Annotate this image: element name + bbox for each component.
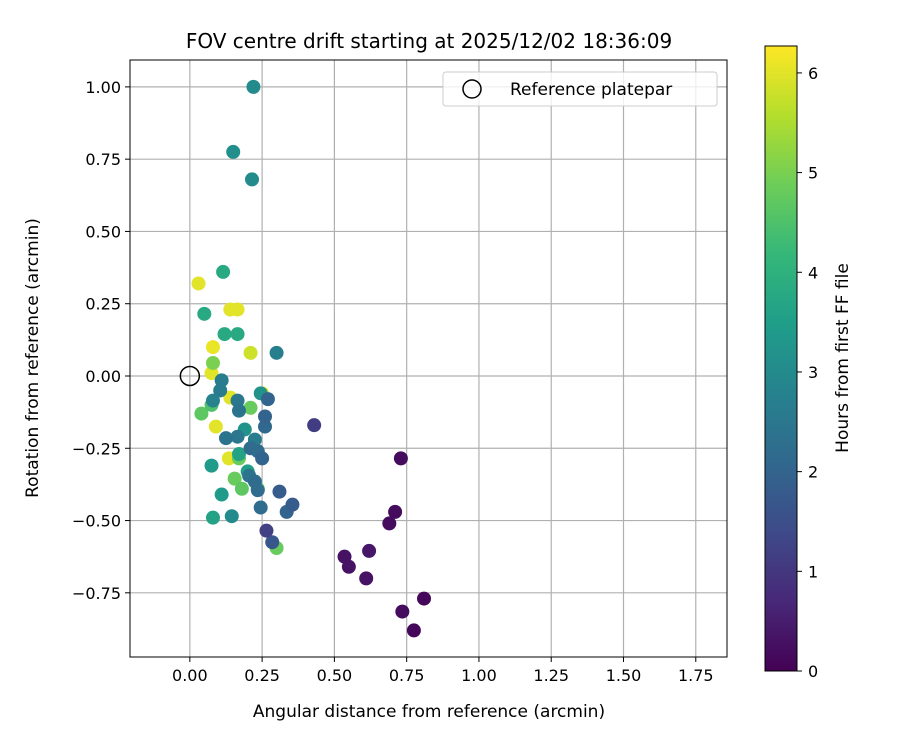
data-point [245, 172, 260, 187]
data-point [224, 509, 239, 524]
data-point [216, 264, 231, 279]
data-point [265, 535, 280, 550]
data-point [194, 406, 209, 421]
data-point [259, 523, 274, 538]
y-tick-label: −0.50 [72, 512, 121, 531]
x-tick-label: 1.00 [461, 666, 497, 685]
colorbar-tick-label: 1 [808, 562, 818, 581]
data-point [258, 409, 273, 424]
colorbar-tick-label: 0 [808, 662, 818, 681]
data-point [255, 451, 270, 466]
data-point [226, 144, 241, 159]
data-point [269, 345, 284, 360]
data-point [341, 559, 356, 574]
y-axis-label: Rotation from reference (arcmin) [23, 218, 43, 498]
data-point [362, 543, 377, 558]
legend-marker-icon [462, 79, 482, 99]
y-tick-label: 0.50 [85, 222, 121, 241]
data-point [258, 419, 273, 434]
colorbar-ticks: 0 1 2 3 4 5 6 [797, 64, 818, 681]
data-point [205, 393, 220, 408]
colorbar-label: Hours from first FF file [833, 263, 853, 453]
colorbar-tick-label: 3 [808, 363, 818, 382]
x-tick-label: 0.50 [317, 666, 353, 685]
colorbar-tick-label: 6 [808, 64, 818, 83]
data-points [179, 79, 432, 638]
data-point [243, 345, 258, 360]
y-tick-label: 0.00 [85, 367, 121, 386]
data-point [253, 500, 268, 515]
y-tick-label: 1.00 [85, 78, 121, 97]
data-point [231, 403, 246, 418]
data-point [388, 504, 403, 519]
x-tick-label: 0.00 [172, 666, 208, 685]
y-tick-label: 0.75 [85, 150, 121, 169]
data-point [243, 400, 258, 415]
legend-box [442, 71, 718, 107]
data-point [307, 418, 322, 433]
data-point [231, 447, 246, 462]
data-point [382, 516, 397, 531]
data-point [217, 327, 232, 342]
data-point [191, 276, 206, 291]
colorbar [764, 45, 798, 672]
data-point [213, 383, 228, 398]
y-tick-label: −0.25 [72, 439, 121, 458]
colorbar-tick-label: 4 [808, 263, 818, 282]
data-point [214, 487, 229, 502]
x-axis-label: Angular distance from reference (arcmin) [253, 702, 605, 722]
data-point [246, 79, 261, 94]
x-ticks: 0.00 0.25 0.50 0.75 1.00 1.25 1.50 1.75 [172, 657, 714, 685]
data-point [197, 306, 212, 321]
x-tick-label: 1.25 [533, 666, 569, 685]
data-point [393, 451, 408, 466]
data-point [406, 623, 421, 638]
data-point [205, 510, 220, 525]
data-point [359, 571, 374, 586]
x-tick-label: 1.75 [678, 666, 714, 685]
y-tick-label: −0.75 [72, 584, 121, 603]
data-point [234, 481, 249, 496]
legend: Reference platepar [442, 71, 718, 107]
legend-entry: Reference platepar [510, 80, 672, 100]
y-ticks: 1.00 0.75 0.50 0.25 0.00 −0.25 −0.50 −0.75 [72, 78, 130, 603]
grid [130, 60, 727, 657]
x-tick-label: 1.50 [606, 666, 642, 685]
data-point [417, 591, 432, 606]
data-point [230, 302, 245, 317]
data-point [230, 429, 245, 444]
data-point [208, 419, 223, 434]
y-tick-label: 0.25 [85, 295, 121, 314]
x-tick-label: 0.75 [389, 666, 425, 685]
reference-platepar-marker [179, 365, 201, 387]
data-point [205, 340, 220, 355]
data-point [204, 458, 219, 473]
data-point [218, 431, 233, 446]
data-point [272, 484, 287, 499]
data-point [395, 604, 410, 619]
data-point [250, 483, 265, 498]
data-point [227, 471, 242, 486]
axes-frame [129, 59, 728, 658]
data-point [285, 497, 300, 512]
data-point [260, 392, 275, 407]
data-point [205, 355, 220, 370]
colorbar-tick-label: 2 [808, 463, 818, 482]
data-point [230, 327, 245, 342]
x-tick-label: 0.25 [244, 666, 280, 685]
colorbar-tick-label: 5 [808, 164, 818, 183]
chart-title: FOV centre drift starting at 2025/12/02 … [186, 29, 672, 53]
